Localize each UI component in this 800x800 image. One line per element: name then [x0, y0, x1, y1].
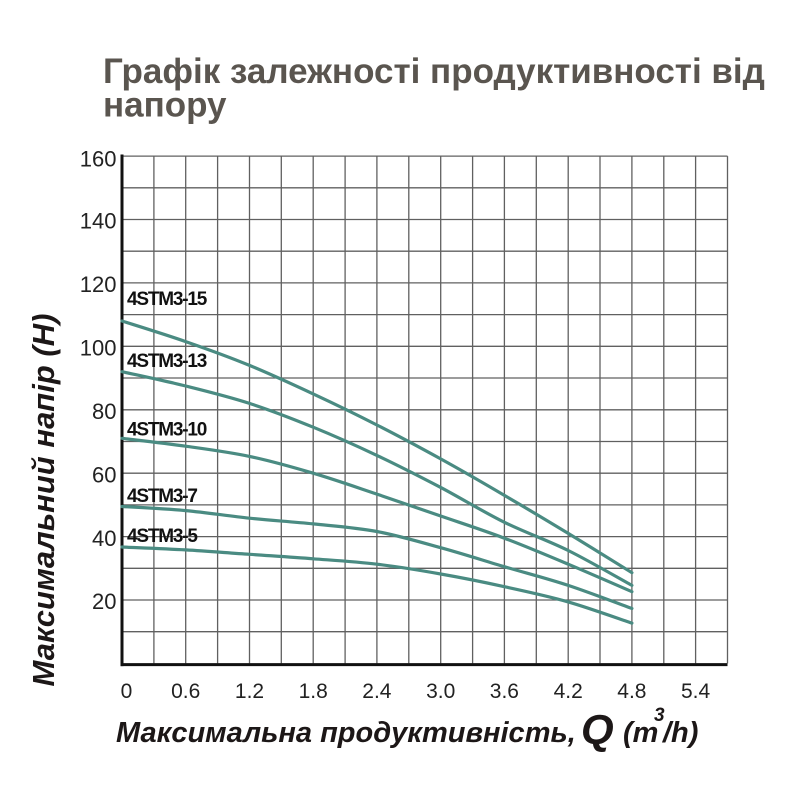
svg-text:Максимальний напір (H): Максимальний напір (H) — [26, 314, 61, 687]
svg-text:80: 80 — [92, 399, 116, 424]
svg-text:4.2: 4.2 — [554, 680, 583, 703]
svg-text:(m: (m — [623, 717, 658, 749]
svg-text:2.4: 2.4 — [362, 680, 392, 703]
svg-text:160: 160 — [80, 146, 117, 171]
svg-text:1.2: 1.2 — [235, 680, 264, 703]
svg-text:4.8: 4.8 — [617, 680, 646, 703]
svg-text:напору: напору — [103, 86, 227, 125]
svg-text:40: 40 — [92, 526, 116, 551]
svg-text:140: 140 — [80, 209, 117, 234]
svg-text:60: 60 — [92, 462, 116, 487]
svg-text:120: 120 — [80, 272, 117, 297]
svg-text:20: 20 — [92, 589, 116, 614]
svg-text:4STM3-10: 4STM3-10 — [127, 420, 207, 441]
svg-text:3: 3 — [654, 705, 665, 726]
svg-text:5.4: 5.4 — [681, 680, 711, 703]
svg-text:4STM3-15: 4STM3-15 — [127, 289, 208, 310]
svg-text:Максимальна продуктивність,: Максимальна продуктивність, — [116, 717, 576, 749]
svg-text:1.8: 1.8 — [299, 680, 328, 703]
svg-text:3.6: 3.6 — [490, 680, 519, 703]
svg-text:/h): /h) — [661, 717, 698, 749]
svg-text:4STM3-7: 4STM3-7 — [127, 486, 197, 507]
svg-text:4STM3-5: 4STM3-5 — [127, 526, 198, 547]
svg-text:4STM3-13: 4STM3-13 — [127, 351, 207, 372]
svg-text:0: 0 — [121, 680, 133, 703]
svg-text:Q: Q — [581, 706, 614, 754]
svg-text:0.6: 0.6 — [171, 680, 200, 703]
svg-text:Графік залежності продуктивнос: Графік залежності продуктивності від — [103, 52, 765, 91]
svg-text:100: 100 — [80, 336, 117, 361]
svg-text:3.0: 3.0 — [426, 680, 455, 703]
